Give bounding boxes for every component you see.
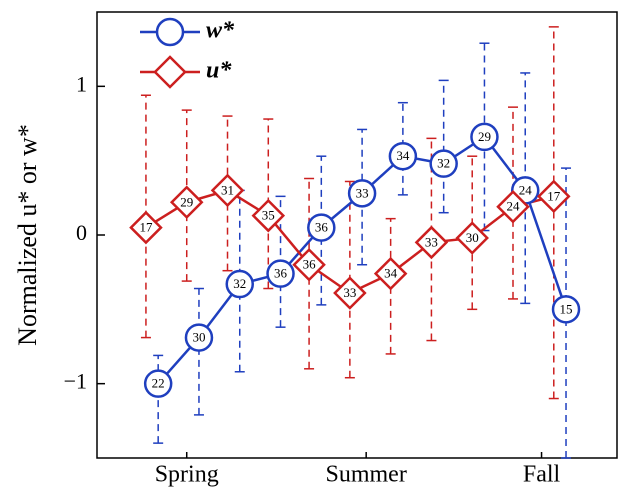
point xyxy=(143,369,173,398)
point xyxy=(373,256,408,291)
point-label: 34 xyxy=(384,266,398,281)
point-label: 34 xyxy=(396,148,410,163)
point-label: 17 xyxy=(547,188,561,203)
y-tick-label: 1 xyxy=(76,71,87,96)
point-label: 33 xyxy=(356,185,369,200)
point xyxy=(225,269,254,299)
legend-label: u* xyxy=(206,58,232,84)
point-label: 33 xyxy=(343,285,356,300)
point-label: 22 xyxy=(152,376,165,391)
y-tick-label: −1 xyxy=(64,369,87,394)
point xyxy=(333,276,367,310)
point xyxy=(414,225,449,260)
x-tick-label: Fall xyxy=(523,462,561,488)
point xyxy=(307,213,336,242)
point-label: 32 xyxy=(233,276,246,291)
point-label: 31 xyxy=(221,182,234,197)
point xyxy=(184,323,214,352)
point xyxy=(129,210,163,245)
point-label: 15 xyxy=(560,301,573,316)
point-label: 24 xyxy=(507,199,521,214)
y-axis-label: Normalized u* or w* xyxy=(13,124,42,346)
point-label: 24 xyxy=(519,182,533,197)
point xyxy=(455,221,489,255)
point xyxy=(470,122,499,152)
legend-marker xyxy=(155,17,185,47)
point xyxy=(292,247,326,282)
point-label: 29 xyxy=(478,129,491,144)
point xyxy=(210,173,245,208)
point xyxy=(551,295,581,324)
point xyxy=(388,141,418,171)
point xyxy=(537,179,571,214)
point-label: 29 xyxy=(180,194,193,209)
point xyxy=(169,185,204,220)
point-label: 35 xyxy=(262,208,275,223)
point xyxy=(496,189,530,224)
point-label: 32 xyxy=(437,156,450,171)
x-tick-label: Summer xyxy=(326,462,407,488)
point-label: 30 xyxy=(466,230,479,245)
point xyxy=(251,198,286,233)
y-tick-label: 0 xyxy=(76,220,87,245)
point xyxy=(347,179,377,208)
point-label: 36 xyxy=(303,257,317,272)
point-label: 36 xyxy=(315,220,329,235)
point-label: 33 xyxy=(425,234,438,249)
point-label: 36 xyxy=(274,266,288,281)
legend-label: w* xyxy=(206,18,235,44)
x-tick-label: Spring xyxy=(155,462,219,488)
point-label: 17 xyxy=(139,220,153,235)
legend-marker xyxy=(153,55,187,89)
point xyxy=(429,149,458,178)
point xyxy=(266,259,295,288)
point-label: 30 xyxy=(192,330,205,345)
